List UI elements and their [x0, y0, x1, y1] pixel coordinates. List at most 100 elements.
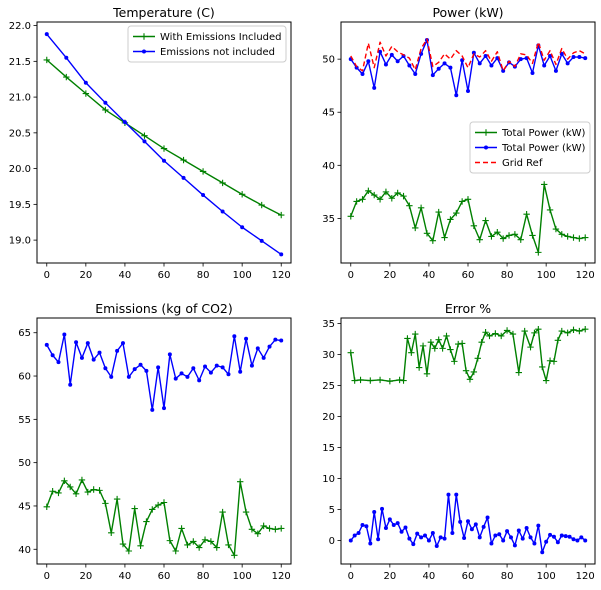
- data-point-error-1: [540, 550, 545, 555]
- data-point-error-0: [419, 342, 427, 350]
- data-point-power-1: [430, 73, 435, 78]
- series-temperature-1: [44, 32, 284, 257]
- data-point-power-1: [571, 55, 576, 60]
- data-point-error-0: [439, 345, 446, 352]
- data-point-emissions-0: [266, 525, 273, 532]
- data-point-emissions-0: [55, 489, 62, 497]
- panel-title-temperature: Temperature (C): [112, 5, 215, 20]
- data-point-power-1: [565, 61, 570, 66]
- data-point-emissions-0: [43, 503, 50, 511]
- data-point-power-0: [546, 206, 554, 214]
- data-point-temperature-0: [238, 191, 246, 198]
- data-point-emissions-0: [137, 542, 144, 550]
- data-point-error-1: [411, 542, 416, 547]
- data-point-emissions-1: [126, 374, 131, 379]
- data-point-temperature-0: [102, 106, 109, 114]
- data-point-error-0: [542, 377, 550, 384]
- data-point-error-0: [447, 346, 454, 353]
- data-point-power-0: [365, 187, 372, 195]
- panel-title-power: Power (kW): [432, 5, 503, 20]
- data-point-power-1: [383, 62, 388, 67]
- x-tick-label-emissions: 80: [197, 571, 210, 582]
- data-point-error-1: [575, 538, 580, 543]
- data-point-emissions-1: [91, 357, 96, 362]
- data-point-emissions-0: [172, 547, 179, 555]
- x-tick-label-power: 120: [576, 270, 595, 281]
- data-point-error-0: [535, 325, 542, 333]
- x-tick-label-power: 60: [462, 270, 475, 281]
- data-point-power-1: [436, 66, 441, 71]
- data-point-emissions-0: [49, 488, 56, 495]
- data-point-emissions-1: [162, 406, 166, 411]
- data-point-power-1: [395, 59, 400, 64]
- data-point-power-0: [417, 204, 425, 211]
- data-point-error-1: [555, 540, 560, 545]
- data-point-power-0: [488, 233, 495, 240]
- data-point-power-0: [359, 196, 366, 203]
- data-point-power-1: [471, 50, 476, 55]
- data-point-error-0: [427, 338, 435, 346]
- legend-label-with-emissions-included: With Emissions Included: [160, 32, 282, 43]
- data-point-error-0: [386, 378, 394, 385]
- data-point-emissions-0: [90, 486, 97, 493]
- data-point-emissions-0: [113, 495, 121, 503]
- data-point-error-0: [539, 363, 546, 371]
- data-point-emissions-1: [115, 348, 120, 353]
- y-tick-label-power: 40: [322, 161, 335, 172]
- data-point-emissions-1: [144, 368, 149, 373]
- x-tick-label-error: 100: [537, 571, 556, 582]
- data-point-power-0: [376, 196, 384, 203]
- plot-emissions: 0 20 40 60 80 100 120 40 45 50 55 60 65: [18, 328, 291, 582]
- data-point-power-1: [360, 72, 365, 77]
- data-point-error-0: [408, 349, 415, 356]
- legend-marker-temperature-0: [140, 33, 148, 40]
- data-point-emissions-0: [254, 530, 261, 537]
- data-point-error-0: [486, 332, 493, 340]
- data-point-power-1: [548, 53, 553, 58]
- y-tick-label-emissions: 65: [18, 328, 31, 339]
- data-point-power-0: [558, 231, 565, 238]
- data-point-temperature-1: [220, 209, 225, 214]
- x-tick-label-temperature: 120: [272, 270, 291, 281]
- data-point-error-0: [357, 376, 364, 384]
- data-point-power-1: [530, 70, 535, 75]
- y-tick-label-error: 25: [322, 381, 335, 392]
- y-tick-label-temperature: 19.0: [9, 236, 31, 247]
- x-tick-label-error: 120: [576, 571, 595, 582]
- data-point-error-1: [485, 515, 490, 520]
- data-point-error-1: [360, 522, 365, 527]
- series-power-1: [348, 38, 588, 98]
- data-point-emissions-1: [185, 374, 190, 379]
- series-line-power-2: [350, 38, 586, 72]
- x-tick-label-power: 80: [501, 270, 514, 281]
- data-point-emissions-0: [278, 525, 285, 532]
- data-point-temperature-1: [181, 175, 186, 180]
- data-point-error-1: [489, 541, 494, 546]
- data-point-error-1: [419, 535, 424, 540]
- y-tick-label-power: 45: [322, 108, 335, 119]
- data-point-error-1: [434, 544, 439, 549]
- data-point-emissions-1: [85, 341, 90, 346]
- data-point-temperature-0: [63, 73, 70, 81]
- x-tick-label-emissions: 40: [119, 571, 132, 582]
- data-point-temperature-0: [258, 201, 265, 209]
- data-point-emissions-1: [103, 366, 108, 371]
- data-point-error-0: [546, 357, 554, 364]
- data-point-power-1: [378, 49, 383, 54]
- data-point-power-0: [371, 191, 378, 199]
- data-point-temperature-0: [219, 179, 226, 187]
- y-tick-label-error: 20: [322, 412, 335, 423]
- data-point-power-0: [441, 234, 448, 241]
- data-point-emissions-1: [109, 374, 114, 379]
- data-point-emissions-0: [72, 490, 80, 498]
- data-point-power-0: [523, 210, 530, 218]
- data-point-emissions-1: [273, 337, 278, 342]
- data-point-emissions-0: [248, 526, 256, 533]
- legend-label-grid-ref: Grid Ref: [502, 158, 543, 169]
- data-point-power-0: [394, 189, 401, 197]
- data-point-power-0: [453, 209, 460, 217]
- data-point-emissions-1: [68, 382, 73, 387]
- data-point-error-1: [516, 528, 521, 533]
- x-tick-label-power: 0: [348, 270, 354, 281]
- data-point-emissions-0: [184, 541, 191, 549]
